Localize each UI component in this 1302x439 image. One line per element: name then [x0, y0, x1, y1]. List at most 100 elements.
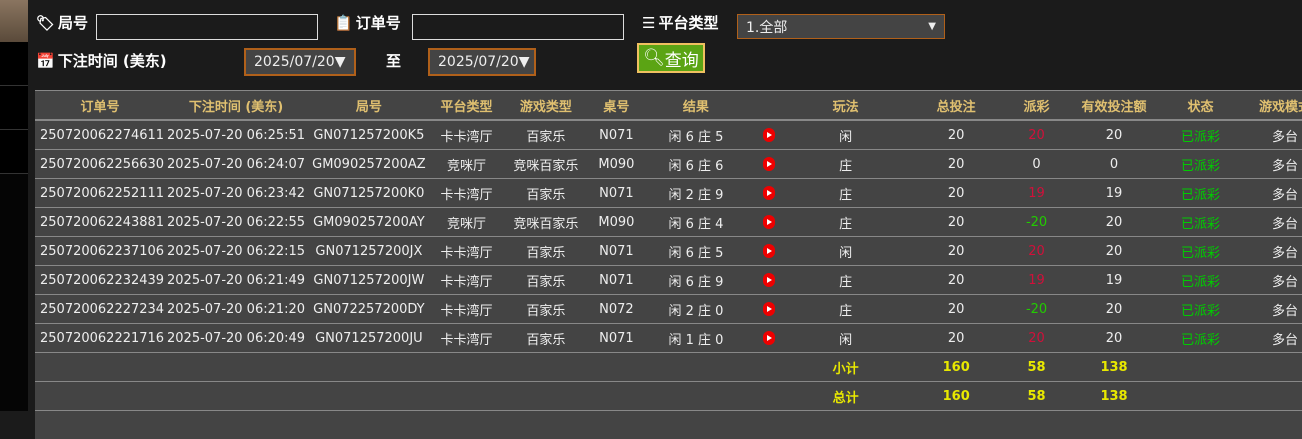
total-label: 总计: [790, 382, 902, 411]
table-cell: 20: [901, 150, 1011, 179]
table-cell: 闲 1 庄 0: [643, 324, 749, 353]
table-cell: 20: [1062, 295, 1166, 324]
round-input[interactable]: [96, 14, 318, 40]
column-header: 玩法: [790, 91, 902, 121]
column-header: 游戏模式: [1235, 91, 1302, 121]
table-cell: N071: [590, 266, 644, 295]
play-video-icon[interactable]: [763, 244, 775, 258]
table-cell: 已派彩: [1166, 208, 1235, 237]
table-cell: 闲 6 庄 6: [643, 150, 749, 179]
play-video-icon[interactable]: [763, 302, 775, 316]
table-cell: 庄: [790, 266, 902, 295]
table-cell: 已派彩: [1166, 295, 1235, 324]
table-cell: 2025-07-20 06:21:49: [165, 266, 307, 295]
table-cell: 20: [1011, 237, 1062, 266]
play-video-icon[interactable]: [763, 128, 775, 142]
column-header: [749, 91, 790, 121]
date-to-select[interactable]: 2025/07/20▼: [428, 48, 536, 76]
play-video-icon[interactable]: [763, 331, 775, 345]
total-payout: 58: [1011, 382, 1062, 411]
table-cell: 2025-07-20 06:22:55: [165, 208, 307, 237]
table-cell: M090: [590, 208, 644, 237]
order-label: 📋订单号: [334, 12, 401, 33]
table-cell: 250720062256630: [35, 150, 165, 179]
empty-cell: [35, 353, 165, 382]
empty-cell: [1166, 353, 1235, 382]
table-cell: 竞咪厅: [431, 208, 502, 237]
empty-cell: [643, 353, 749, 382]
table-cell: 闲: [790, 237, 902, 266]
table-cell: 多台: [1235, 324, 1302, 353]
table-cell: M090: [590, 150, 644, 179]
empty-cell: [35, 382, 165, 411]
table-cell: 20: [901, 208, 1011, 237]
column-header: 桌号: [590, 91, 644, 121]
table-cell: 20: [901, 295, 1011, 324]
video-cell: [749, 179, 790, 208]
play-video-icon[interactable]: [763, 215, 775, 229]
empty-cell: [165, 382, 307, 411]
table-cell: 20: [1062, 208, 1166, 237]
table-cell: 闲: [790, 120, 902, 150]
column-header: 总投注: [901, 91, 1011, 121]
table-cell: 20: [901, 324, 1011, 353]
platform-select[interactable]: 1.全部▼: [737, 14, 945, 39]
table-cell: 20: [901, 120, 1011, 150]
table-cell: 已派彩: [1166, 150, 1235, 179]
order-input[interactable]: [412, 14, 624, 40]
video-cell: [749, 120, 790, 150]
table-cell: 百家乐: [502, 237, 589, 266]
play-video-icon[interactable]: [763, 186, 775, 200]
table-cell: 0: [1062, 150, 1166, 179]
table-cell: N072: [590, 295, 644, 324]
table-cell: 竞咪百家乐: [502, 150, 589, 179]
table-cell: 20: [1062, 120, 1166, 150]
empty-cell: [590, 382, 644, 411]
table-cell: 250720062227234: [35, 295, 165, 324]
table-cell: 庄: [790, 208, 902, 237]
video-cell: [749, 266, 790, 295]
empty-cell: [502, 382, 589, 411]
search-button[interactable]: 🔍︎查询: [637, 43, 705, 73]
table-cell: 2025-07-20 06:21:20: [165, 295, 307, 324]
play-video-icon[interactable]: [763, 273, 775, 287]
table-cell: 250720062243881: [35, 208, 165, 237]
subtotal-label: 小计: [790, 353, 902, 382]
table-cell: 19: [1062, 266, 1166, 295]
table-cell: 多台: [1235, 237, 1302, 266]
play-video-icon[interactable]: [763, 157, 775, 171]
empty-cell: [1235, 353, 1302, 382]
table-cell: N071: [590, 237, 644, 266]
video-cell: [749, 295, 790, 324]
table-cell: 闲 6 庄 4: [643, 208, 749, 237]
table-cell: 已派彩: [1166, 120, 1235, 150]
table-cell: 多台: [1235, 295, 1302, 324]
table-cell: 2025-07-20 06:23:42: [165, 179, 307, 208]
table-cell: 2025-07-20 06:24:07: [165, 150, 307, 179]
table-cell: 2025-07-20 06:22:15: [165, 237, 307, 266]
empty-cell: [749, 353, 790, 382]
table-cell: 竞咪厅: [431, 150, 502, 179]
date-from-select[interactable]: 2025/07/20▼: [244, 48, 356, 76]
empty-cell: [502, 353, 589, 382]
column-header: 局号: [307, 91, 431, 121]
search-icon: 🔍︎: [643, 48, 665, 68]
empty-cell: [307, 353, 431, 382]
table-cell: 19: [1062, 179, 1166, 208]
column-header: 状态: [1166, 91, 1235, 121]
table-cell: GN071257200JW: [307, 266, 431, 295]
table-cell: 19: [1011, 266, 1062, 295]
empty-cell: [431, 382, 502, 411]
table-cell: 闲 6 庄 9: [643, 266, 749, 295]
table-cell: GN071257200JX: [307, 237, 431, 266]
table-cell: 已派彩: [1166, 237, 1235, 266]
table-cell: 20: [901, 237, 1011, 266]
chevron-down-icon: ▼: [928, 21, 936, 32]
table-cell: 闲 6 庄 5: [643, 120, 749, 150]
